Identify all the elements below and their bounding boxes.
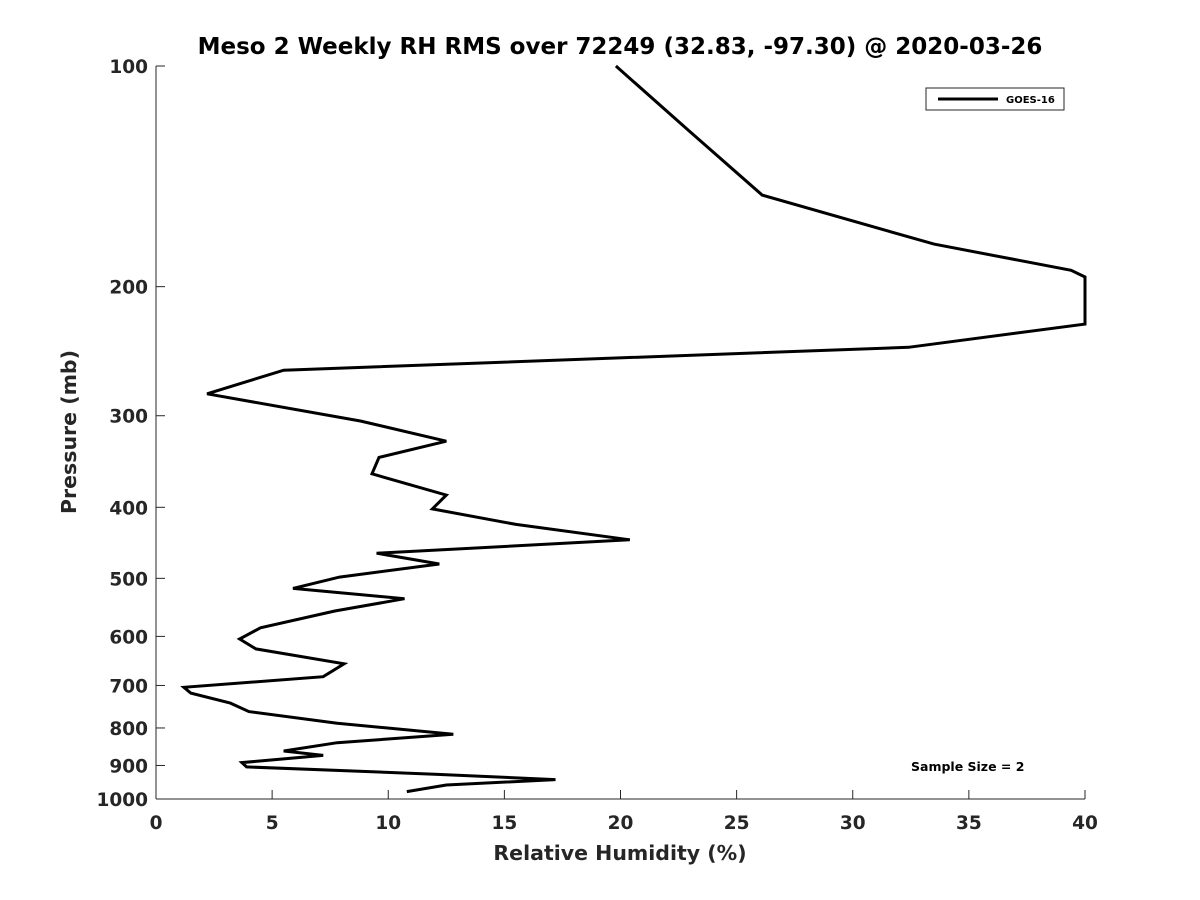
y-tick-label: 700 bbox=[109, 676, 148, 697]
x-tick-label: 40 bbox=[1072, 813, 1098, 834]
y-tick-label: 400 bbox=[109, 498, 148, 519]
x-tick-label: 20 bbox=[608, 813, 634, 834]
chart-title: Meso 2 Weekly RH RMS over 72249 (32.83, … bbox=[198, 34, 1043, 60]
x-tick-label: 15 bbox=[492, 813, 518, 834]
y-tick-label: 600 bbox=[109, 627, 148, 648]
y-tick-label: 500 bbox=[109, 569, 148, 590]
y-tick-label: 300 bbox=[109, 407, 148, 428]
x-tick-label: 25 bbox=[724, 813, 750, 834]
x-tick-label: 30 bbox=[840, 813, 866, 834]
x-tick-label: 35 bbox=[956, 813, 982, 834]
y-ticks: 100 200 300 400 500 600 700 800 900 1000 bbox=[97, 57, 165, 811]
legend: GOES-16 bbox=[925, 87, 1065, 111]
x-axis-label: Relative Humidity (%) bbox=[493, 841, 746, 865]
y-tick-label: 900 bbox=[109, 756, 148, 777]
series-line-goes-16 bbox=[180, 64, 1087, 794]
x-tick-label: 0 bbox=[150, 813, 163, 834]
x-tick-label: 10 bbox=[375, 813, 401, 834]
sample-size-annotation: Sample Size = 2 bbox=[911, 759, 1024, 774]
y-tick-label: 1000 bbox=[97, 790, 149, 811]
legend-label: GOES-16 bbox=[1006, 95, 1055, 106]
x-tick-label: 5 bbox=[266, 813, 279, 834]
y-tick-label: 100 bbox=[109, 57, 148, 78]
y-axis-label: Pressure (mb) bbox=[57, 350, 81, 514]
y-tick-label: 200 bbox=[109, 278, 148, 299]
y-tick-label: 800 bbox=[109, 719, 148, 740]
x-ticks: 0 5 10 15 20 25 30 35 40 bbox=[150, 790, 1098, 834]
series-layer bbox=[180, 64, 1087, 794]
